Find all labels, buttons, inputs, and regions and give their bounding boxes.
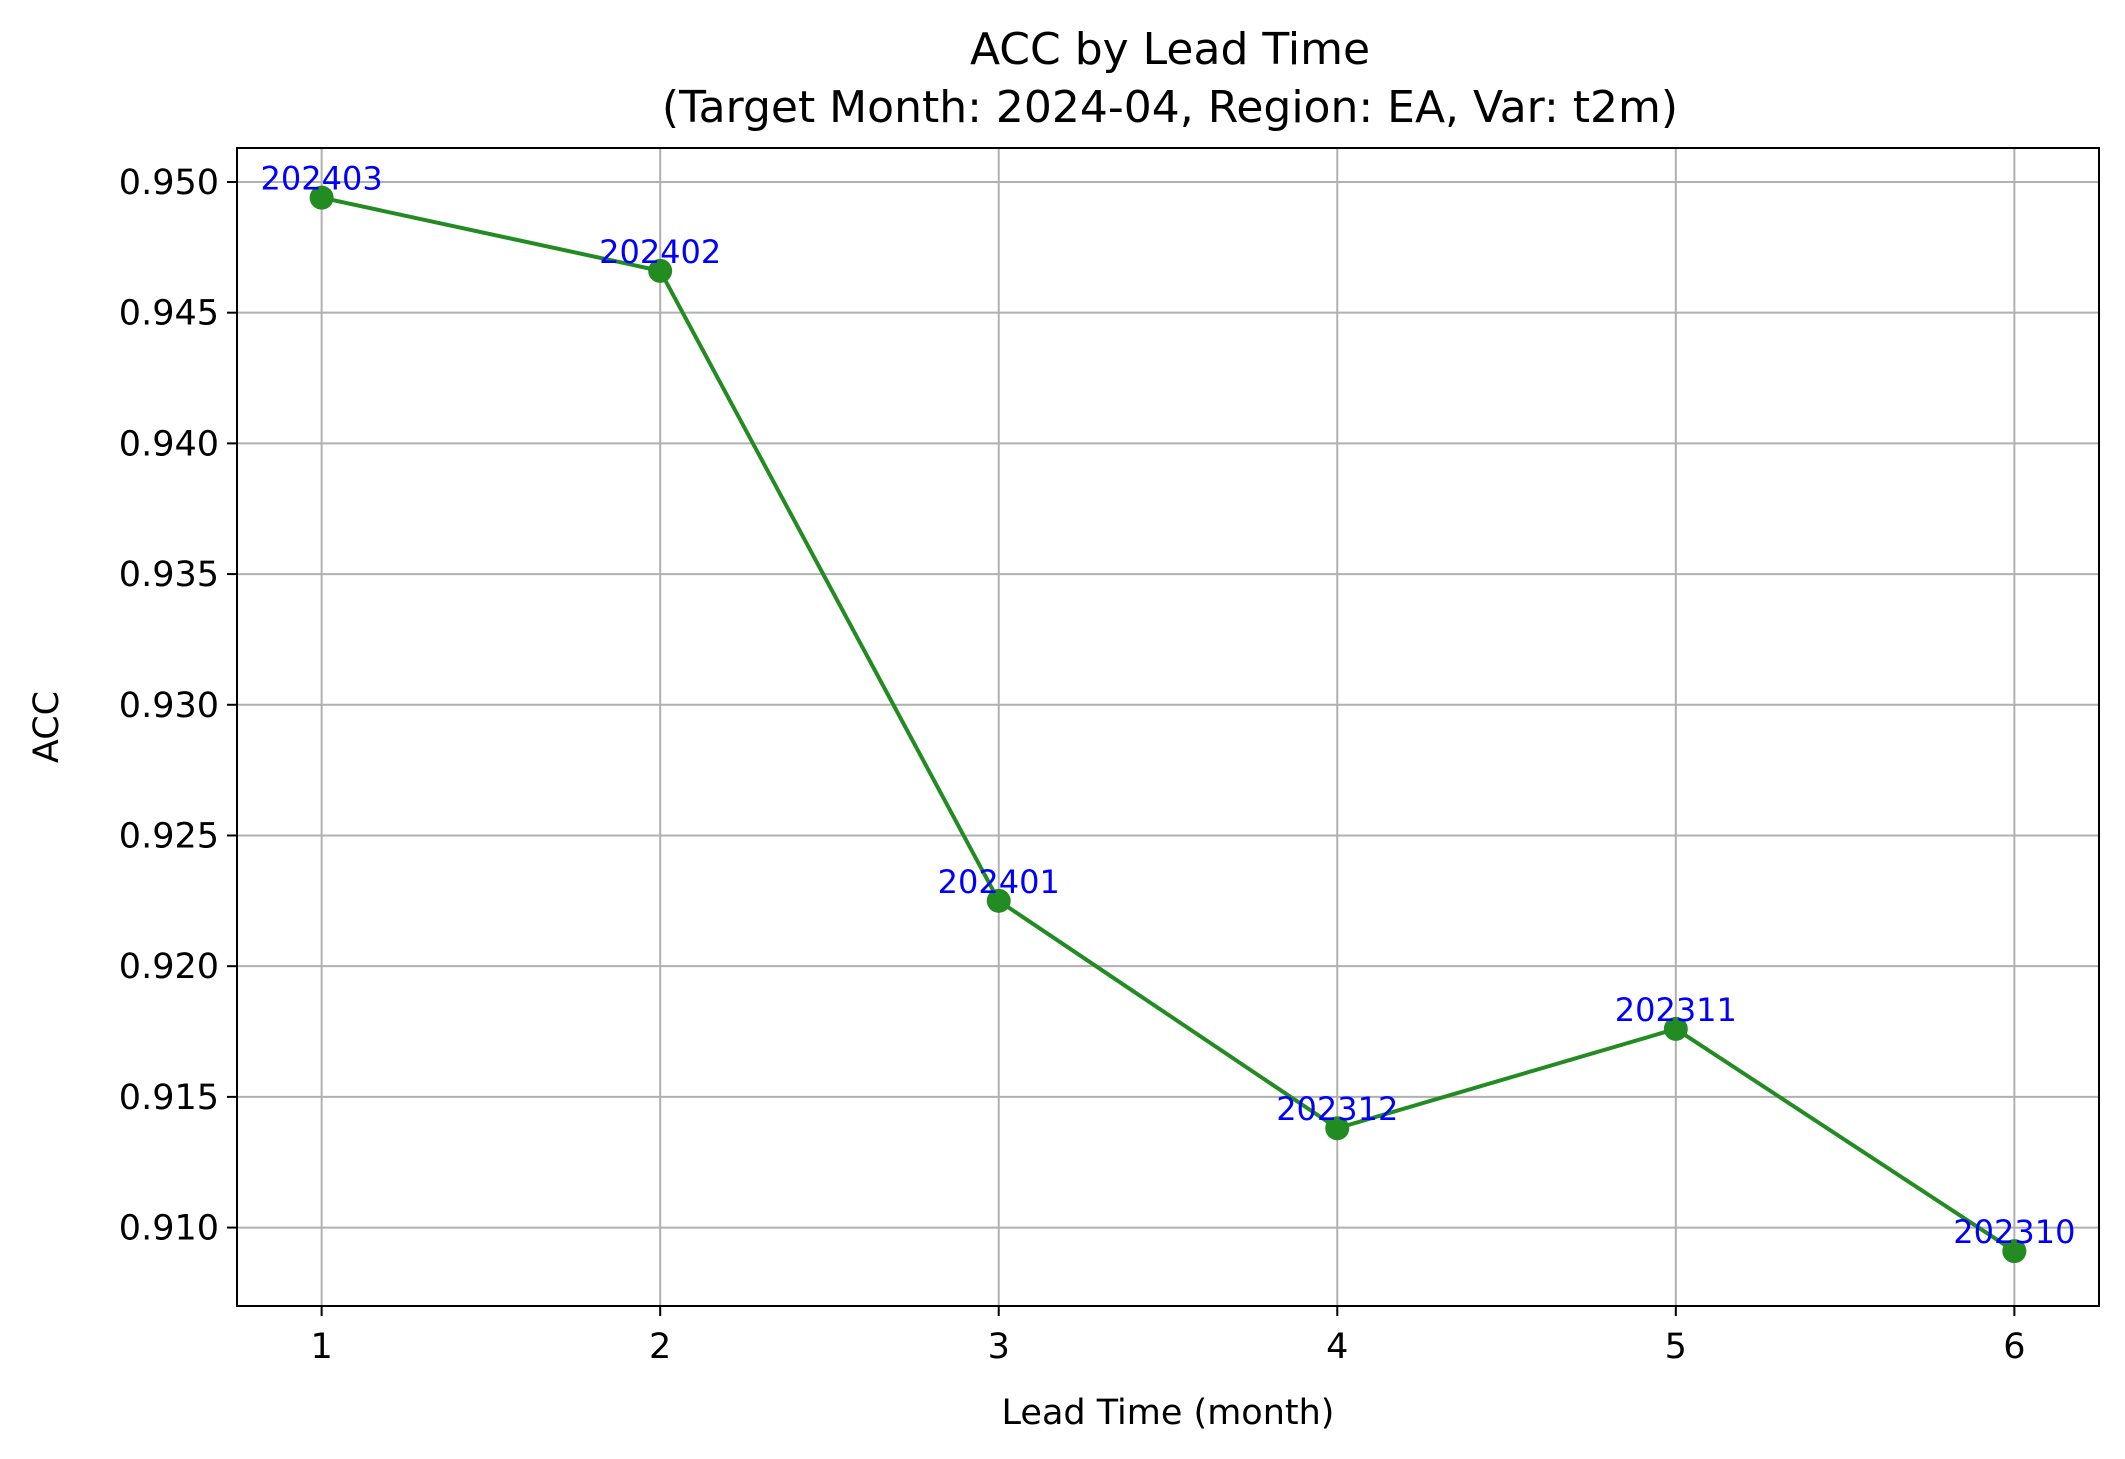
x-axis-ticks: 1 2 3 4 5 6 (310, 1306, 2026, 1367)
y-tick-label: 0.935 (119, 555, 219, 595)
x-axis-label: Lead Time (month) (1002, 1393, 1335, 1433)
y-tick-label: 0.940 (119, 424, 219, 464)
y-tick-label: 0.920 (119, 947, 219, 987)
data-point (309, 185, 334, 210)
x-tick-label: 5 (1665, 1327, 1687, 1367)
x-tick-label: 2 (649, 1327, 671, 1367)
y-axis-ticks: 0.910 0.915 0.920 0.925 0.930 0.935 0.940 0.945… (119, 163, 237, 1249)
y-tick-label: 0.950 (119, 163, 219, 203)
y-tick-label: 0.915 (119, 1078, 219, 1118)
data-point-label: 202401 (938, 863, 1060, 901)
data-point-label: 202403 (261, 160, 383, 198)
series-line (321, 195, 2016, 1253)
chart-title: ACC by Lead Time (970, 24, 1370, 75)
x-tick-label: 1 (310, 1327, 332, 1367)
chart-subtitle: (Target Month: 2024-04, Region: EA, Var:… (662, 82, 1678, 133)
data-point-label: 202312 (1276, 1090, 1398, 1128)
data-point-label: 202311 (1615, 991, 1737, 1029)
data-point (1325, 1116, 1350, 1141)
data-point (648, 258, 673, 283)
x-tick-label: 3 (988, 1327, 1010, 1367)
data-point (986, 888, 1011, 913)
data-point (1663, 1016, 1688, 1041)
x-tick-label: 4 (1326, 1327, 1348, 1367)
y-tick-label: 0.945 (119, 294, 219, 334)
grid-lines (237, 148, 2099, 1306)
data-point-label: 202402 (599, 233, 721, 271)
x-tick-label: 6 (2003, 1327, 2025, 1367)
y-tick-label: 0.910 (119, 1209, 219, 1249)
y-tick-label: 0.925 (119, 816, 219, 856)
y-axis-label: ACC (27, 691, 67, 763)
series-group: 202403 202402 202401 202312 202311 202310 (261, 160, 2075, 1264)
plot-frame (236, 147, 2100, 1307)
data-point (2002, 1239, 2027, 1264)
data-point-label: 202310 (1953, 1213, 2075, 1251)
y-tick-label: 0.930 (119, 686, 219, 726)
